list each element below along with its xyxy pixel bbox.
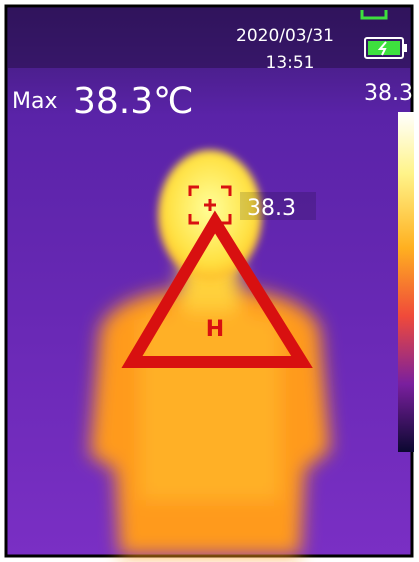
max-label: Max <box>12 89 57 114</box>
scale-top: 38.3 <box>364 81 413 106</box>
body-silhouette <box>90 260 330 555</box>
spot-temperature: 38.3 <box>247 196 296 221</box>
time: 13:51 <box>266 53 315 73</box>
battery-icon <box>364 37 407 59</box>
max-temperature: 38.3℃ <box>73 81 194 122</box>
warning-triangle <box>121 210 313 368</box>
warning-label: H <box>206 317 224 342</box>
spot-label-bg <box>240 192 316 220</box>
spot-crosshair <box>188 185 232 225</box>
top-bar <box>8 8 410 68</box>
signal-icon <box>360 10 388 20</box>
date: 2020/03/31 <box>236 26 334 46</box>
color-scale-bar <box>398 112 414 452</box>
